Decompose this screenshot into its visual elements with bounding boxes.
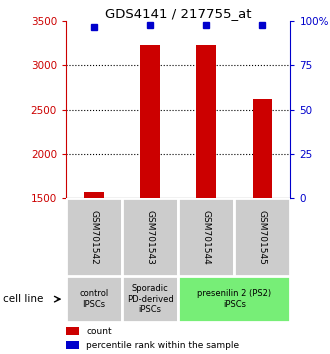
Bar [122, 198, 178, 276]
Bar [178, 198, 234, 276]
Text: cell line: cell line [3, 294, 44, 304]
Bar [66, 341, 80, 349]
Bar [66, 198, 122, 276]
Text: GSM701545: GSM701545 [258, 210, 267, 265]
Text: GSM701542: GSM701542 [89, 210, 99, 264]
Bar [84, 192, 104, 198]
Text: control
IPSCs: control IPSCs [80, 290, 109, 309]
Text: count: count [86, 326, 112, 336]
Bar [178, 276, 290, 322]
Text: GSM701544: GSM701544 [202, 210, 211, 264]
Bar [196, 45, 216, 198]
Bar [122, 276, 178, 322]
Title: GDS4141 / 217755_at: GDS4141 / 217755_at [105, 7, 251, 20]
Bar [66, 327, 80, 335]
Bar [252, 99, 272, 198]
Bar [140, 45, 160, 198]
Text: Sporadic
PD-derived
iPSCs: Sporadic PD-derived iPSCs [127, 284, 174, 314]
Text: GSM701543: GSM701543 [146, 210, 155, 265]
Bar [234, 198, 290, 276]
Text: percentile rank within the sample: percentile rank within the sample [86, 341, 239, 350]
Text: presenilin 2 (PS2)
iPSCs: presenilin 2 (PS2) iPSCs [197, 290, 271, 309]
Bar [66, 276, 122, 322]
